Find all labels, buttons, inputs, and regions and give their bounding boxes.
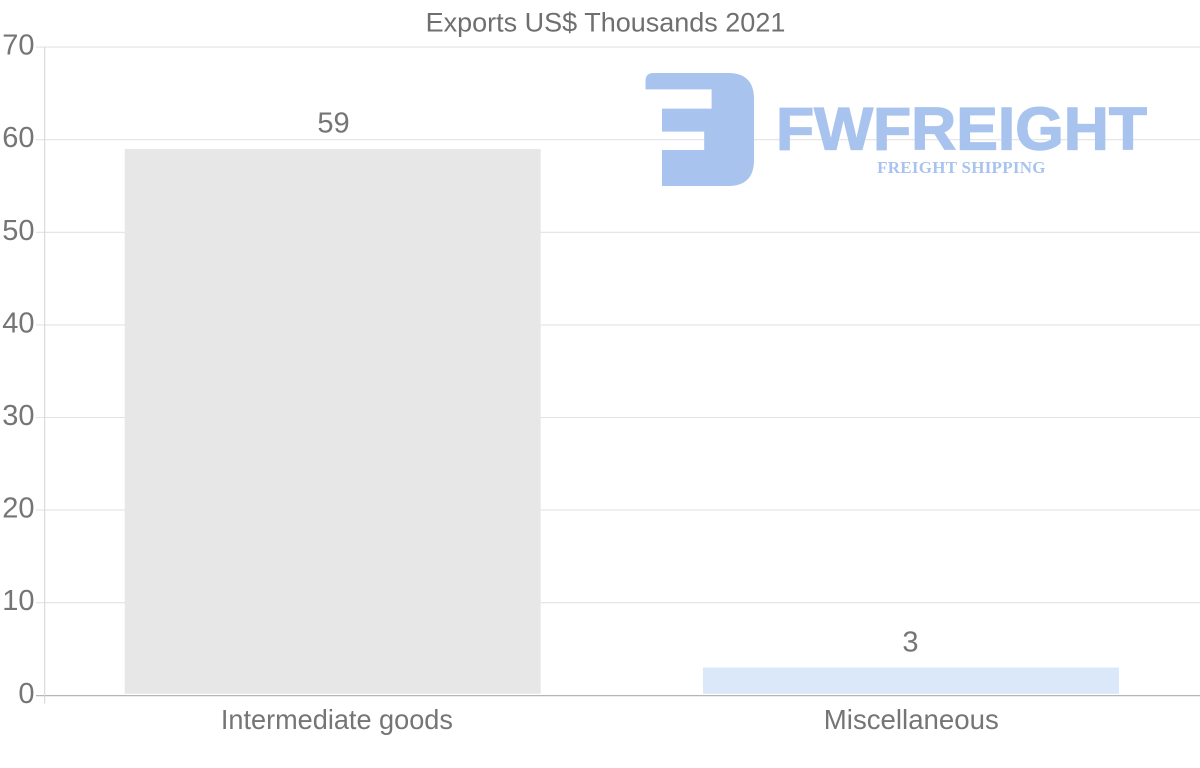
svg-text:Miscellaneous: Miscellaneous (824, 704, 999, 735)
svg-text:70: 70 (2, 30, 34, 62)
svg-text:50: 50 (2, 215, 34, 247)
svg-text:FREIGHT SHIPPING: FREIGHT SHIPPING (877, 158, 1045, 177)
svg-text:40: 40 (2, 307, 34, 339)
svg-text:0: 0 (18, 678, 34, 710)
svg-text:59: 59 (317, 107, 349, 139)
svg-text:10: 10 (2, 585, 34, 617)
svg-text:Intermediate goods: Intermediate goods (221, 704, 453, 735)
svg-text:Exports US$ Thousands 2021: Exports US$ Thousands 2021 (426, 8, 786, 38)
svg-text:20: 20 (2, 493, 34, 525)
svg-text:30: 30 (2, 400, 34, 432)
svg-text:60: 60 (2, 122, 34, 154)
svg-text:3: 3 (902, 627, 918, 659)
svg-text:FWFREIGHT: FWFREIGHT (776, 95, 1147, 162)
